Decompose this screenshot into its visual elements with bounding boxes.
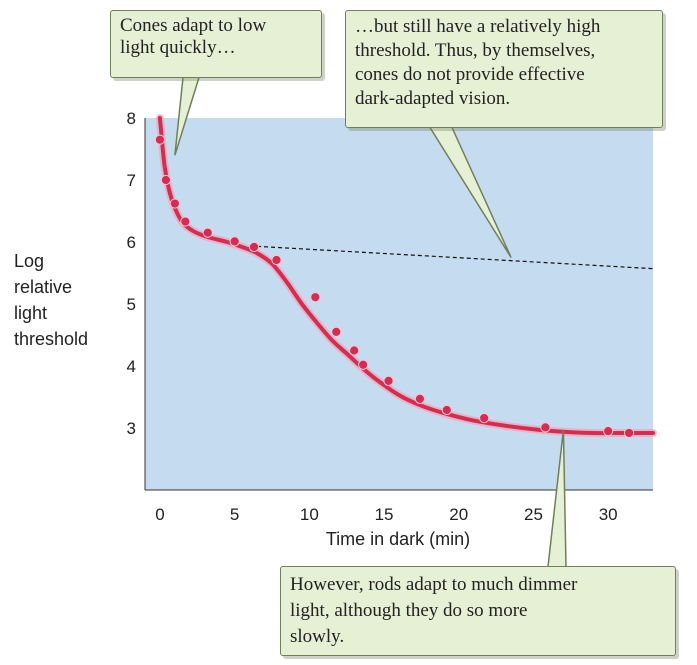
callout-pointer bbox=[174, 77, 200, 156]
data-point bbox=[414, 393, 426, 404]
data-point bbox=[479, 412, 490, 424]
data-point bbox=[180, 216, 191, 227]
y-axis-title-line: relative bbox=[14, 277, 73, 297]
callout-line: Cones adapt to low bbox=[120, 15, 267, 36]
data-point bbox=[169, 198, 180, 209]
callout-cones-threshold: …but still have a relatively high thresh… bbox=[345, 10, 663, 128]
data-point bbox=[603, 426, 614, 437]
data-point bbox=[441, 404, 452, 416]
callout-rods: However, rods adapt to much dimmer light… bbox=[280, 566, 676, 656]
data-point bbox=[154, 134, 166, 145]
callout-line: However, rods adapt to much dimmer bbox=[290, 574, 578, 595]
x-tick-label: 25 bbox=[524, 505, 543, 524]
y-axis-title: Log relative light threshold bbox=[14, 248, 88, 352]
callout-line: dark-adapted vision. bbox=[355, 88, 511, 109]
data-point bbox=[271, 254, 282, 266]
data-point bbox=[383, 375, 394, 386]
data-point bbox=[331, 326, 342, 337]
x-axis-title: Time in dark (min) bbox=[326, 529, 470, 549]
x-tick-label: 0 bbox=[155, 505, 164, 524]
data-point bbox=[160, 174, 172, 186]
x-tick-label: 10 bbox=[300, 505, 319, 524]
x-tick-label: 15 bbox=[375, 505, 394, 524]
callout-line: light, although they do so more bbox=[290, 600, 528, 621]
callout-cones-quick: Cones adapt to low light quickly… bbox=[110, 10, 322, 78]
cone-threshold-extrapolation-line bbox=[257, 245, 654, 270]
callout-pointer bbox=[429, 127, 512, 258]
data-point bbox=[540, 422, 551, 433]
data-point bbox=[623, 427, 635, 439]
y-tick-label: 6 bbox=[127, 233, 136, 252]
callout-line: threshold. Thus, by themselves, bbox=[355, 40, 596, 61]
chart-marks bbox=[154, 114, 657, 439]
data-point bbox=[248, 241, 260, 253]
dark-adaptation-curve bbox=[157, 116, 655, 436]
callout-line: slowly. bbox=[290, 626, 345, 647]
y-axis-title-line: Log bbox=[14, 251, 45, 271]
y-tick-label: 5 bbox=[127, 295, 136, 314]
data-point bbox=[229, 236, 240, 247]
data-point bbox=[310, 292, 321, 303]
callout-pointer bbox=[547, 429, 567, 567]
callout-line: light quickly… bbox=[120, 37, 236, 58]
x-tick-label: 30 bbox=[599, 505, 618, 524]
x-tick-label: 20 bbox=[449, 505, 468, 524]
y-tick-label: 4 bbox=[127, 357, 136, 376]
data-point bbox=[349, 345, 360, 356]
callout-pointers bbox=[174, 77, 567, 567]
data-point bbox=[202, 227, 213, 238]
y-tick-label: 7 bbox=[127, 171, 136, 190]
y-tick-label: 3 bbox=[127, 419, 136, 438]
y-axis-title-line: light bbox=[14, 303, 48, 323]
y-axis-title-line: threshold bbox=[14, 329, 89, 349]
callout-line: cones do not provide effective bbox=[355, 64, 585, 85]
x-tick-label: 5 bbox=[230, 505, 239, 524]
y-tick-label: 8 bbox=[127, 109, 136, 128]
callout-line: …but still have a relatively high bbox=[355, 16, 601, 37]
data-point bbox=[358, 359, 369, 370]
axis-ticks: 0 5 10 15 20 25 30 3 4 5 6 7 8 bbox=[127, 109, 618, 524]
